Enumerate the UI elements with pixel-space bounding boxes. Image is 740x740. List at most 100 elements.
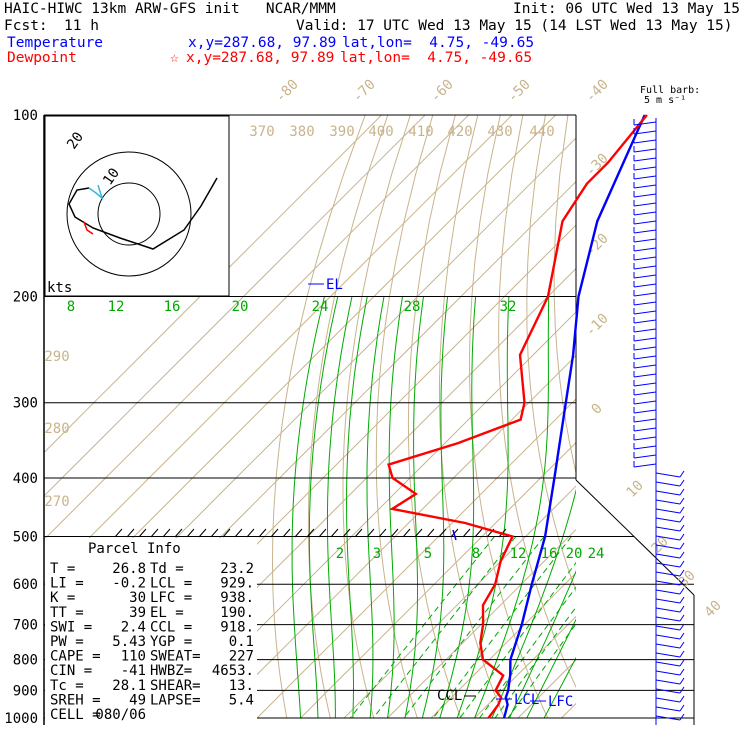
parcel-value: 30 — [129, 590, 146, 606]
isotherm-label: -80 — [273, 77, 302, 106]
wind-barb — [633, 418, 657, 423]
parcel-value: 23.2 — [220, 561, 254, 577]
moist-adiabat-label: 20 — [232, 299, 249, 315]
moist-adiabat-label: 28 — [404, 299, 421, 315]
wind-barb — [655, 652, 681, 658]
wind-barb-flag — [679, 695, 685, 703]
wind-barb — [655, 688, 681, 694]
parcel-key: CELL = — [50, 707, 101, 723]
hatch-mark — [330, 528, 339, 538]
wind-barb-flag — [679, 542, 685, 550]
wind-barb — [633, 157, 657, 162]
parcel-key: CCL = — [150, 619, 192, 635]
wind-barb-flag — [679, 704, 685, 712]
parcel-key: SWEAT= — [150, 649, 201, 665]
wind-barb — [655, 517, 681, 523]
isotherm-label: 10 — [624, 478, 647, 501]
wind-barb — [655, 580, 681, 586]
pressure-tick-label: 200 — [13, 290, 38, 306]
isotherm-label: -40 — [583, 77, 612, 106]
hatch-mark — [234, 528, 243, 538]
init-time: Init: 06 UTC Wed 13 May 15 — [513, 1, 740, 17]
theta-label: 440 — [529, 124, 554, 140]
wind-barb — [655, 499, 681, 505]
wind-barb — [633, 175, 657, 180]
wind-barb — [655, 553, 681, 559]
wind-barb — [633, 130, 657, 135]
wind-barb — [633, 364, 657, 369]
dry-adiabat-line — [656, 115, 740, 718]
moist-adiabat-label: 32 — [500, 299, 517, 315]
forecast-hours: 11 h — [64, 18, 99, 34]
wind-barb — [655, 490, 681, 496]
hatch-mark — [318, 528, 327, 538]
hodograph-box — [44, 115, 230, 297]
isotherm-line — [605, 115, 740, 718]
parcel-value: -41 — [121, 663, 146, 679]
parcel-value: 0.1 — [229, 634, 254, 650]
wind-barb — [633, 319, 657, 324]
theta-label: 410 — [408, 124, 433, 140]
wind-barb-flag — [679, 551, 685, 559]
parcel-key: PW = — [50, 634, 84, 650]
wind-barb — [655, 661, 681, 667]
isotherm-line — [44, 115, 426, 497]
wind-barb-flag — [679, 470, 685, 478]
parcel-key: LAPSE= — [150, 692, 201, 708]
dry-adiabat-line — [581, 115, 722, 718]
parcel-value: 227 — [229, 649, 254, 665]
dry-adiabat-line — [407, 115, 462, 719]
parcel-value: 929. — [220, 576, 254, 592]
wind-barb-flag — [679, 479, 685, 487]
parcel-value: 28.1 — [112, 678, 146, 694]
wind-barb — [633, 166, 657, 171]
pressure-tick-label: 100 — [13, 108, 38, 124]
mixing-ratio-label: 2 — [336, 546, 344, 562]
wind-barb — [633, 193, 657, 198]
wind-barb — [633, 238, 657, 243]
hatch-mark — [198, 528, 207, 538]
dry-adiabat-line — [439, 115, 505, 719]
wind-barb — [655, 715, 681, 721]
wind-barb-flag — [679, 668, 685, 676]
wind-barb — [633, 139, 657, 144]
parcel-key: LFC = — [150, 590, 192, 606]
wind-barb — [655, 598, 681, 604]
isotherm-line — [213, 354, 576, 719]
isotherm-line — [44, 115, 469, 541]
parcel-value: 080/06 — [95, 707, 146, 723]
parcel-key: K = — [50, 590, 75, 606]
moist-adiabat-label: 16 — [164, 299, 181, 315]
parcel-key: LI = — [50, 576, 84, 592]
parcel-panel — [45, 538, 257, 725]
pressure-tick-label: 300 — [13, 396, 38, 412]
parcel-value: 938. — [220, 590, 254, 606]
isotherm-label: 40 — [702, 598, 725, 621]
wind-barb — [633, 301, 657, 306]
parcel-key: SREH = — [50, 692, 101, 708]
wind-barb-flag — [679, 650, 685, 658]
wind-barb — [655, 562, 681, 568]
hatch-mark — [174, 528, 183, 538]
isotherm-line — [561, 702, 576, 719]
wind-barb-flag — [679, 605, 685, 613]
temperature-profile — [502, 114, 646, 719]
moist-adiabat-line — [421, 296, 449, 719]
hatch-mark — [402, 528, 411, 538]
mixing-ratio-label: 5 — [424, 546, 432, 562]
wind-barb — [633, 382, 657, 387]
wind-barb-flag — [679, 497, 685, 505]
parcel-key: EL = — [150, 605, 184, 621]
wind-barb — [633, 220, 657, 225]
isotherm-line — [430, 572, 576, 719]
wind-barb-flag — [679, 569, 685, 577]
el-label: EL — [326, 277, 343, 293]
wind-barb — [633, 463, 657, 468]
dry-adiabat-line — [342, 115, 411, 719]
wind-barb — [633, 436, 657, 441]
wind-barb — [633, 202, 657, 207]
moist-adiabat-label: 24 — [312, 299, 329, 315]
wind-barb-flag — [679, 587, 685, 595]
parcel-key: CAPE = — [50, 649, 101, 665]
